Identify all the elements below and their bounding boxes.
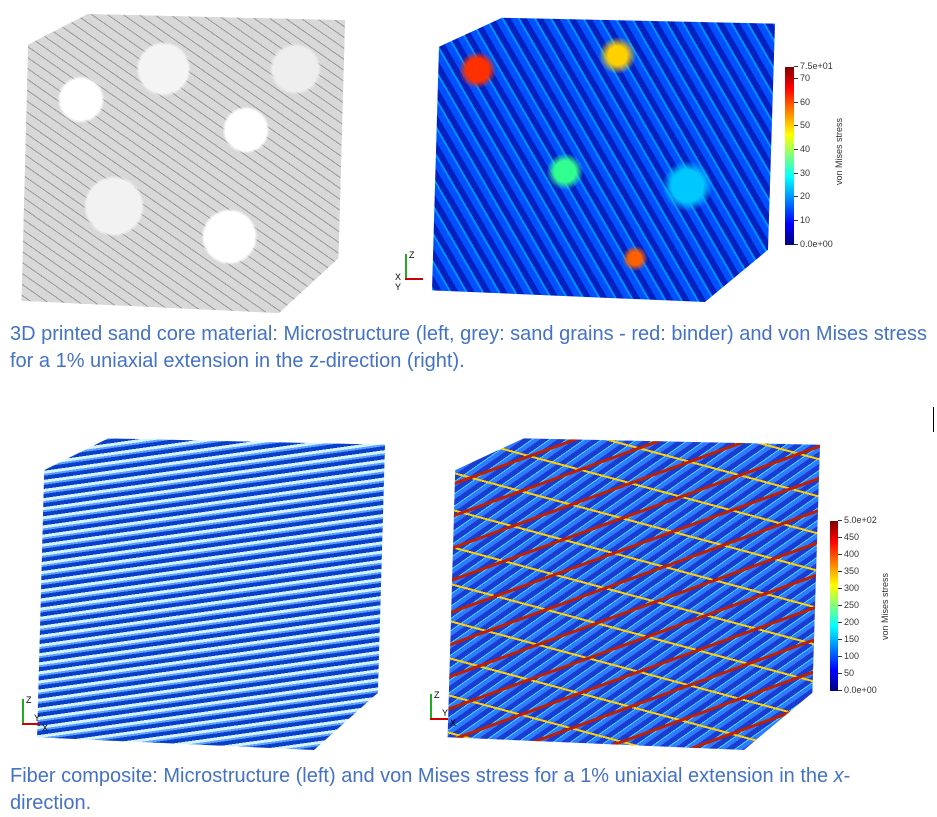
colorbar-tick: 50 [838,668,854,678]
axes-triad-left: Z Y X [12,695,52,735]
colorbar-title: von Mises stress [834,117,844,185]
colorbar-tick: 30 [794,168,810,178]
axis-z-label: Z [26,695,32,705]
axis-y-label: Y [34,713,41,723]
caption-italic-axis: x [833,765,844,787]
colorbar-tick: 300 [838,583,859,593]
axis-x-label: X [395,272,402,282]
axes-triad-right: Z Y X [420,690,460,730]
colorbar-tick: 200 [838,617,859,627]
colorbar-tick: 50 [794,120,810,130]
axis-y-label: Y [442,708,449,718]
colorbar-tick: 100 [838,651,859,661]
colorbar-gradient [785,67,794,245]
colorbar-tick: 400 [838,549,859,559]
axis-x-label: X [450,718,457,728]
colorbar-tick: 350 [838,566,859,576]
axis-y-label: Y [395,282,402,292]
colorbar-tick: 70 [794,73,810,83]
fiber-stress-image [447,438,820,750]
axis-z-label: Z [409,250,415,260]
caption-text: -direction. [10,765,851,814]
colorbar-tick: 0.0e+00 [794,239,833,249]
colorbar-gradient [830,521,838,691]
colorbar-tick: 20 [794,191,810,201]
colorbar-tick: 7.5e+01 [794,61,833,71]
axes-triad: Z X Y [395,250,435,292]
sand-stress-image [432,17,775,302]
caption-text: Fiber composite: Microstructure (left) a… [10,765,834,787]
colorbar-tick: 5.0e+02 [838,515,877,525]
colorbar-tick: 10 [794,215,810,225]
colorbar-tick: 40 [794,144,810,154]
axis-z-label: Z [434,690,440,700]
colorbar-title: von Mises stress [880,572,890,640]
colorbar-tick: 250 [838,600,859,610]
caption-fiber-composite: Fiber composite: Microstructure (left) a… [10,763,930,817]
fiber-microstructure-image [37,438,385,750]
colorbar-tick: 150 [838,634,859,644]
text-cursor [933,407,934,432]
caption-sand-core: 3D printed sand core material: Microstru… [10,323,928,372]
axis-x-label: X [42,723,49,733]
colorbar-tick: 60 [794,97,810,107]
sand-microstructure-image [21,14,345,313]
colorbar-tick: 0.0e+00 [838,685,877,695]
colorbar-tick: 450 [838,532,859,542]
